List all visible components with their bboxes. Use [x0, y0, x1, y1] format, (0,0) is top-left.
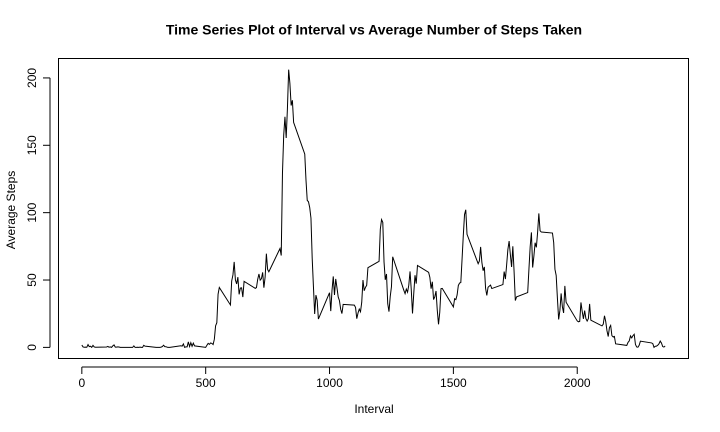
y-tick-label: 50	[25, 273, 39, 287]
plot-box	[58, 58, 689, 359]
y-axis-label: Average Steps	[4, 171, 18, 250]
y-tick-label: 150	[25, 135, 39, 155]
y-tick-label: 0	[25, 344, 39, 351]
x-tick-label: 1500	[440, 376, 467, 390]
y-tick-label: 100	[25, 202, 39, 222]
data-line	[81, 69, 666, 349]
x-tick-label: 1000	[316, 376, 343, 390]
x-axis-label: Interval	[354, 402, 393, 416]
chart-title: Time Series Plot of Interval vs Average …	[166, 22, 582, 38]
y-tick-label: 200	[25, 68, 39, 88]
x-tick-label: 2000	[564, 376, 591, 390]
x-tick-label: 0	[78, 376, 85, 390]
x-tick-label: 500	[196, 376, 216, 390]
